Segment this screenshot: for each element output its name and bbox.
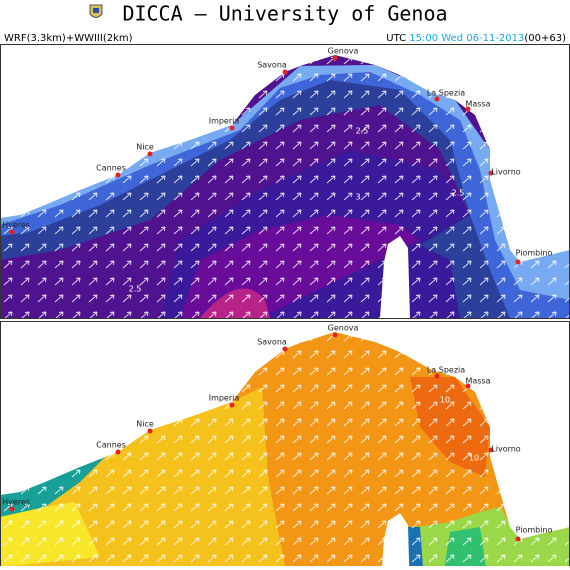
city-marker	[229, 402, 235, 408]
city-marker	[147, 428, 153, 434]
city-label: Nice	[136, 143, 154, 152]
wave-period-map	[1, 322, 569, 566]
city-marker	[332, 332, 338, 338]
city-label: Nice	[136, 420, 154, 429]
wave-height-map	[1, 45, 569, 318]
city-marker	[515, 259, 521, 265]
contour-label: 10	[469, 454, 479, 463]
city-marker	[282, 69, 288, 75]
city-marker	[9, 229, 15, 235]
city-label: Massa	[465, 100, 490, 109]
city-marker	[282, 346, 288, 352]
city-label: Cannes	[96, 164, 126, 173]
city-marker	[9, 506, 15, 512]
city-label: Genova	[328, 324, 359, 333]
city-marker	[465, 106, 471, 112]
datetime: 15:00 Wed 06-11-2013	[409, 33, 524, 44]
city-label: Genova	[328, 47, 359, 56]
city-marker	[488, 447, 494, 453]
city-label: Livorno	[491, 168, 521, 177]
city-label: Imperia	[209, 394, 240, 403]
city-marker	[147, 151, 153, 157]
city-label: Cannes	[96, 441, 126, 450]
city-label: Piombino	[516, 526, 553, 535]
contour-label: 2.5	[452, 189, 465, 198]
city-label: Hyeres	[2, 498, 30, 507]
city-label: Livorno	[491, 445, 521, 454]
city-label: Savona	[257, 61, 287, 70]
city-label: La Spezia	[427, 366, 465, 375]
run-info: UTC 15:00 Wed 06-11-2013(00+63)	[386, 33, 566, 44]
utc: UTC	[386, 33, 406, 44]
city-marker	[434, 373, 440, 379]
city-label: Piombino	[516, 249, 553, 258]
city-marker	[115, 449, 121, 455]
run: (00+63)	[524, 33, 566, 44]
city-marker	[515, 536, 521, 542]
contour-label: 10	[440, 396, 450, 405]
subtitle: WRF(3.3km)+WWIII(2km)	[4, 33, 133, 44]
city-label: Imperia	[209, 117, 240, 126]
contour-label: 2.5	[356, 127, 369, 136]
city-marker	[332, 55, 338, 61]
city-label: Hyeres	[2, 221, 30, 230]
city-label: La Spezia	[427, 89, 465, 98]
city-label: Savona	[257, 338, 287, 347]
city-marker	[488, 170, 494, 176]
city-marker	[434, 96, 440, 102]
city-marker	[229, 125, 235, 131]
logo	[89, 4, 103, 18]
city-marker	[115, 172, 121, 178]
contour-label: 2.5	[129, 285, 142, 294]
city-label: Massa	[465, 377, 490, 386]
title: DICCA — University of Genoa	[122, 2, 447, 26]
contour-label: 3	[355, 193, 360, 202]
city-marker	[465, 383, 471, 389]
